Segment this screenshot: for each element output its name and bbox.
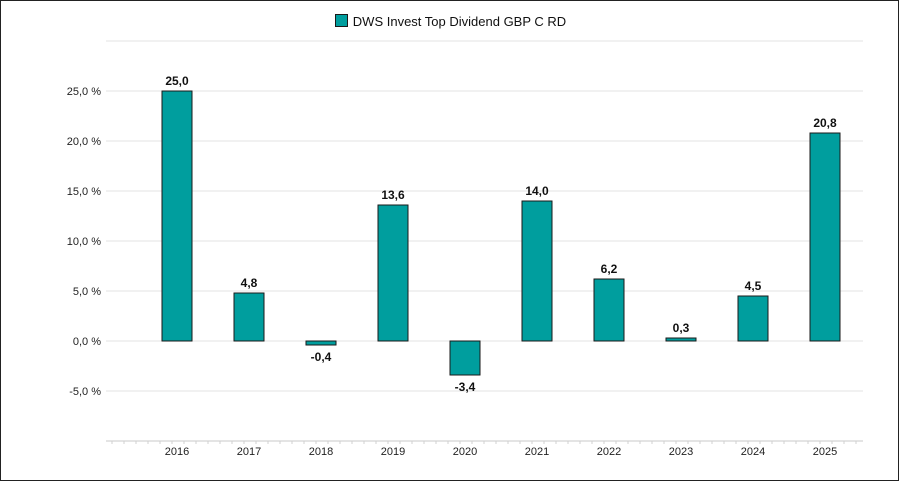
- bar: [809, 132, 841, 342]
- legend-swatch: [334, 14, 348, 27]
- data-label: 25,0: [165, 74, 189, 88]
- bar: [593, 278, 625, 342]
- data-label: -0,4: [311, 350, 332, 364]
- y-tick-label: 5,0 %: [73, 286, 101, 298]
- bar: [521, 200, 553, 342]
- x-tick-label: 2020: [453, 446, 477, 458]
- data-label: 4,5: [745, 279, 762, 293]
- bar: [233, 292, 265, 342]
- bar: [377, 204, 409, 342]
- data-label: -3,4: [455, 380, 476, 394]
- data-label: 6,2: [601, 262, 618, 276]
- x-tick-label: 2023: [669, 446, 693, 458]
- bar: [305, 340, 337, 346]
- legend-label: DWS Invest Top Dividend GBP C RD: [352, 14, 567, 29]
- data-label: 0,3: [673, 321, 690, 335]
- y-tick-label: 10,0 %: [67, 236, 101, 248]
- bar: [665, 337, 697, 342]
- bar: [161, 90, 193, 342]
- y-tick-label: 15,0 %: [67, 186, 101, 198]
- data-label: 14,0: [525, 184, 549, 198]
- x-tick-label: 2017: [237, 446, 261, 458]
- x-tick-label: 2019: [381, 446, 405, 458]
- x-tick-label: 2021: [525, 446, 549, 458]
- y-tick-label: 20,0 %: [67, 136, 101, 148]
- data-label: 13,6: [381, 188, 405, 202]
- bar: [737, 295, 769, 342]
- legend: DWS Invest Top Dividend GBP C RD: [1, 14, 899, 29]
- y-tick-label: 25,0 %: [67, 86, 101, 98]
- y-tick-label: 0,0 %: [73, 336, 101, 348]
- data-label: 20,8: [813, 116, 837, 130]
- x-tick-label: 2022: [597, 446, 621, 458]
- x-tick-label: 2016: [165, 446, 189, 458]
- x-tick-label: 2025: [813, 446, 837, 458]
- y-tick-label: -5,0 %: [69, 386, 101, 398]
- bar: [449, 340, 481, 376]
- x-tick-label: 2024: [741, 446, 765, 458]
- data-label: 4,8: [241, 276, 258, 290]
- x-tick-label: 2018: [309, 446, 333, 458]
